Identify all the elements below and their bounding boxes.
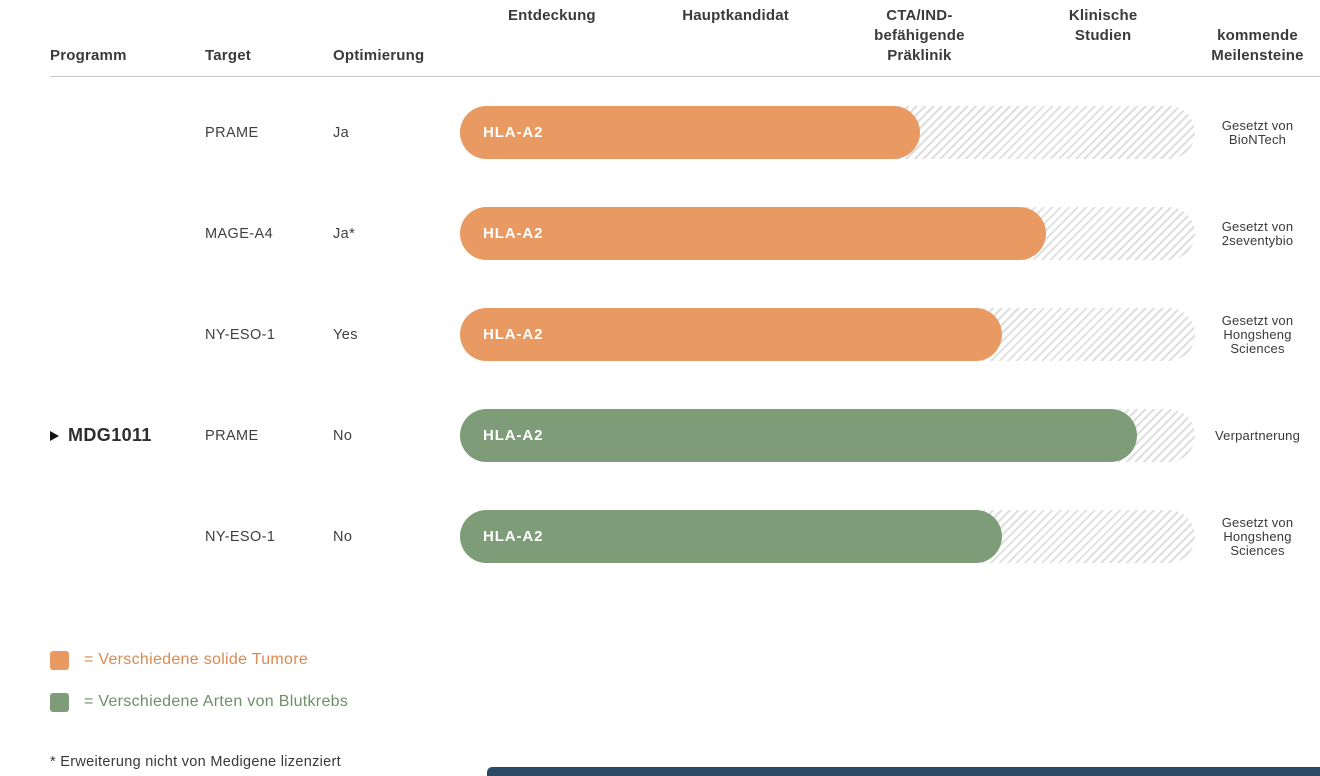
milestone-cell: Gesetzt von BioNTech	[1221, 117, 1294, 147]
pipeline-row-mdg1011: MDG1011 PRAME No HLA-A2 Verpartnerung	[50, 385, 1320, 486]
legend-swatch	[50, 692, 69, 712]
column-header-target: Target	[205, 46, 251, 64]
pipeline-rows: PRAME Ja HLA-A2 Gesetzt von BioNTech MAG…	[0, 82, 1320, 587]
legend-item-solid-tumors: = Verschiedene solide Tumore	[50, 650, 1320, 670]
target-cell: NY-ESO-1	[205, 326, 276, 343]
progress-bar: HLA-A2	[460, 308, 1195, 362]
optimierung-cell: Yes	[333, 326, 358, 343]
bar-label: HLA-A2	[483, 124, 544, 142]
target-cell: PRAME	[205, 427, 259, 444]
optimierung-cell: No	[333, 427, 353, 444]
pipeline-row-ny-eso-1-2: NY-ESO-1 No HLA-A2 Gesetzt von Hongsheng…	[50, 486, 1320, 587]
optimierung-cell: Ja*	[333, 225, 356, 242]
column-header-programm: Programm	[50, 46, 127, 64]
next-section-bar-partial	[487, 767, 1320, 776]
column-header-meilensteine: kommende Meilensteine	[1211, 26, 1304, 64]
milestone-cell: Verpartnerung	[1215, 427, 1300, 443]
legend-item-blood-cancer: = Verschiedene Arten von Blutkrebs	[50, 692, 1320, 712]
bar-label: HLA-A2	[483, 427, 544, 445]
progress-bar-fill: HLA-A2	[460, 207, 1046, 261]
progress-bar-fill: HLA-A2	[460, 510, 1003, 564]
legend: = Verschiedene solide Tumore = Verschied…	[50, 650, 1320, 712]
column-header-entdeckung: Entdeckung	[507, 7, 596, 24]
column-header-praeklinik: CTA/IND- befähigende Präklinik	[874, 7, 965, 64]
pipeline-row-ny-eso-1: NY-ESO-1 Yes HLA-A2 Gesetzt von Hongshen…	[50, 284, 1320, 385]
progress-bar: HLA-A2	[460, 510, 1195, 564]
column-header-klinische-studien: Klinische Studien	[1068, 7, 1138, 44]
progress-bar-fill: HLA-A2	[460, 308, 1003, 362]
progress-bar: HLA-A2	[460, 207, 1195, 261]
target-cell: MAGE-A4	[205, 225, 274, 242]
progress-bar-fill: HLA-A2	[460, 409, 1137, 463]
target-cell: PRAME	[205, 124, 259, 141]
expand-arrow-icon	[50, 430, 59, 441]
legend-label: = Verschiedene Arten von Blutkrebs	[84, 693, 349, 711]
progress-bar: HLA-A2	[460, 409, 1195, 463]
table-header: Programm Target Optimierung Entdeckung H…	[50, 0, 1320, 78]
legend-swatch	[50, 650, 69, 670]
phase-headers: Entdeckung Hauptkandidat CTA/IND- befähi…	[460, 6, 1195, 65]
milestone-cell: Gesetzt von Hongsheng Sciences	[1221, 312, 1294, 356]
target-cell: NY-ESO-1	[205, 528, 276, 545]
footnote: * Erweiterung nicht von Medigene lizenzi…	[50, 754, 341, 771]
milestone-cell: Gesetzt von 2seventybio	[1221, 218, 1294, 248]
progress-bar: HLA-A2	[460, 106, 1195, 160]
bar-label: HLA-A2	[483, 225, 544, 243]
bar-label: HLA-A2	[483, 528, 544, 546]
optimierung-cell: Ja	[333, 124, 350, 141]
column-header-hauptkandidat: Hauptkandidat	[682, 7, 790, 24]
milestone-cell: Gesetzt von Hongsheng Sciences	[1221, 514, 1294, 558]
pipeline-row-prame: PRAME Ja HLA-A2 Gesetzt von BioNTech	[50, 82, 1320, 183]
legend-label: = Verschiedene solide Tumore	[84, 651, 309, 669]
program-label: MDG1011	[68, 425, 152, 446]
bar-label: HLA-A2	[483, 326, 544, 344]
column-header-optimierung: Optimierung	[333, 46, 425, 64]
progress-bar-fill: HLA-A2	[460, 106, 921, 160]
pipeline-row-mage-a4: MAGE-A4 Ja* HLA-A2 Gesetzt von 2seventyb…	[50, 183, 1320, 284]
optimierung-cell: No	[333, 528, 353, 545]
program-cell[interactable]: MDG1011	[50, 425, 205, 446]
